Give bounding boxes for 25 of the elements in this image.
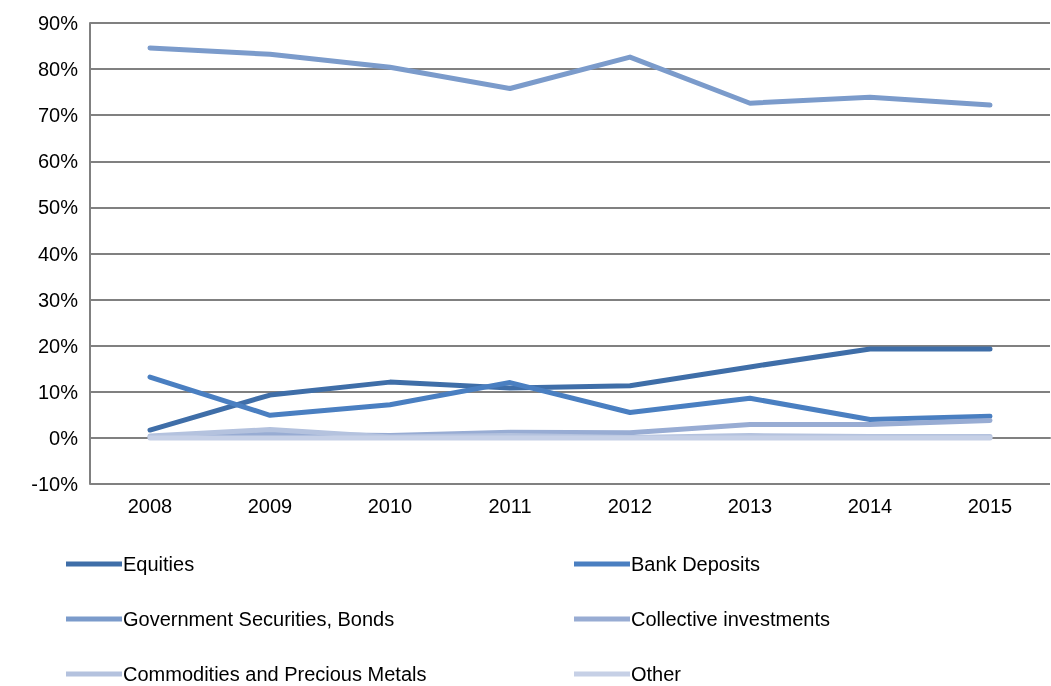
- x-tick-label: 2013: [727, 495, 773, 517]
- legend-label: Equities: [123, 553, 195, 575]
- y-tick-label: 10%: [37, 380, 79, 403]
- y-tick-label: 30%: [37, 288, 79, 311]
- y-tick-label: 70%: [37, 104, 79, 127]
- y-tick-label: 0%: [49, 426, 79, 449]
- x-tick-label: 2012: [607, 495, 653, 517]
- legend-label: Commodities and Precious Metals: [123, 663, 427, 685]
- y-tick-label: 50%: [37, 196, 79, 219]
- y-tick-label: 80%: [37, 58, 79, 81]
- legend-label: Collective investments: [631, 608, 830, 630]
- legend-label: Government Securities, Bonds: [123, 608, 395, 630]
- y-tick-label: 40%: [37, 242, 79, 265]
- x-tick-label: 2009: [247, 495, 293, 517]
- x-tick-label: 2008: [127, 495, 173, 517]
- y-tick-label: 90%: [37, 12, 79, 34]
- y-tick-label: 60%: [37, 150, 79, 173]
- legend-label: Other: [631, 663, 682, 685]
- x-tick-label: 2014: [847, 495, 893, 517]
- x-tick-label: 2011: [488, 495, 532, 517]
- y-tick-label: -10%: [31, 473, 79, 495]
- x-tick-label: 2015: [967, 495, 1013, 517]
- y-tick-label: 20%: [37, 334, 79, 357]
- x-tick-label: 2010: [367, 495, 413, 517]
- legend-label: Bank Deposits: [631, 553, 760, 575]
